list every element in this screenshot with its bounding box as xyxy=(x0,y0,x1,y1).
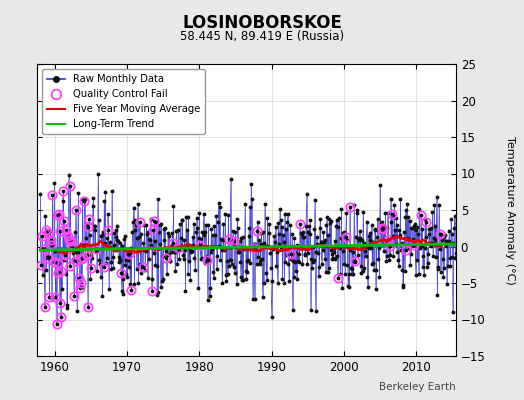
Text: Berkeley Earth: Berkeley Earth xyxy=(379,382,456,392)
Legend: Raw Monthly Data, Quality Control Fail, Five Year Moving Average, Long-Term Tren: Raw Monthly Data, Quality Control Fail, … xyxy=(42,69,205,134)
Y-axis label: Temperature Anomaly (°C): Temperature Anomaly (°C) xyxy=(505,136,515,284)
Text: LOSINOBORSKOE: LOSINOBORSKOE xyxy=(182,14,342,32)
Text: 58.445 N, 89.419 E (Russia): 58.445 N, 89.419 E (Russia) xyxy=(180,30,344,43)
